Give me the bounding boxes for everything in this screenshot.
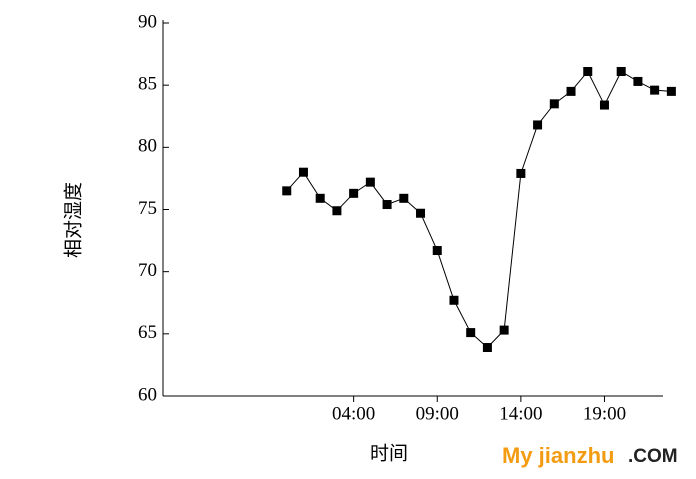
marker xyxy=(315,193,325,203)
y-tick-label: 60 xyxy=(138,384,157,405)
marker xyxy=(666,86,676,96)
line xyxy=(286,70,672,349)
marker xyxy=(633,76,643,86)
marker xyxy=(482,343,492,353)
watermark-suffix: .COM xyxy=(628,446,678,467)
marker xyxy=(416,208,426,218)
x-tick-label: 09:00 xyxy=(416,403,459,424)
y-tick-label: 90 xyxy=(138,11,157,32)
x-tick-label: 04:00 xyxy=(332,403,375,424)
marker xyxy=(516,168,526,178)
marker xyxy=(583,66,593,76)
marker xyxy=(332,206,342,216)
marker xyxy=(549,99,559,109)
marker xyxy=(616,66,626,76)
y-tick-label: 70 xyxy=(138,260,157,281)
watermark-brand: My jianzhu xyxy=(502,443,614,468)
marker xyxy=(650,85,660,95)
y-tick-label: 65 xyxy=(138,322,157,343)
marker xyxy=(599,100,609,110)
y-tick-label: 80 xyxy=(138,136,157,157)
marker xyxy=(432,246,442,256)
marker xyxy=(399,193,409,203)
marker xyxy=(365,177,375,187)
marker xyxy=(466,328,476,338)
y-tick-label: 85 xyxy=(138,74,157,95)
x-axis-label: 时间 xyxy=(370,442,408,464)
marker xyxy=(499,325,509,335)
y-tick-label: 75 xyxy=(138,198,157,219)
marker xyxy=(282,186,292,196)
marker xyxy=(533,120,543,130)
marker xyxy=(382,200,392,210)
marker xyxy=(566,86,576,96)
marker xyxy=(298,167,308,177)
marker xyxy=(349,188,359,198)
marker xyxy=(449,295,459,305)
y-axis-label: 相对湿度 xyxy=(62,182,84,258)
x-tick-label: 14:00 xyxy=(499,403,542,424)
x-tick-label: 19:00 xyxy=(583,403,626,424)
